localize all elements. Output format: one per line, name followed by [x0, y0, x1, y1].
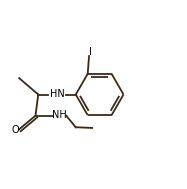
Text: NH: NH: [52, 110, 67, 120]
Text: O: O: [12, 125, 19, 135]
Text: HN: HN: [50, 89, 64, 99]
Text: I: I: [89, 47, 92, 57]
